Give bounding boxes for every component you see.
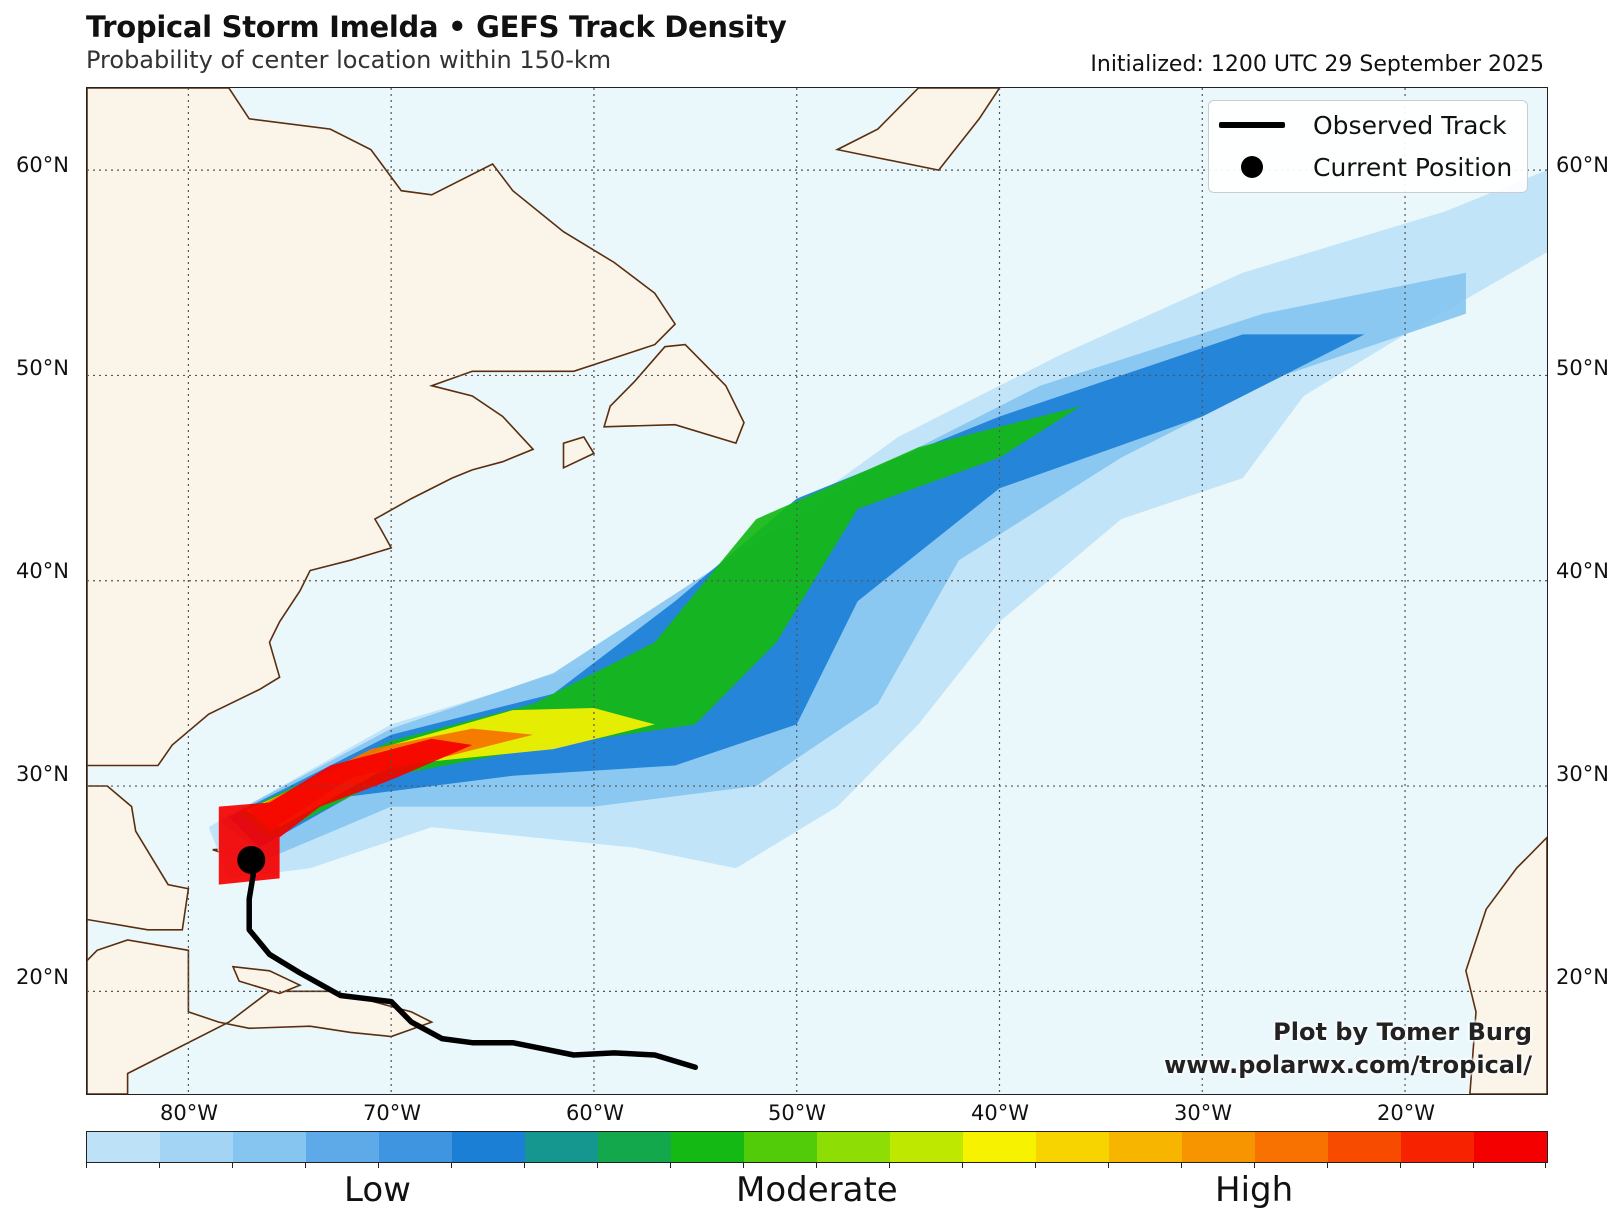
- land-polygon-0: [87, 88, 677, 1094]
- colorbar-swatch: [306, 1132, 379, 1162]
- lat-label-50-left: 50°N: [16, 356, 69, 380]
- colorbar-swatch: [1474, 1132, 1547, 1162]
- credit-author: Plot by Tomer Burg: [1273, 1018, 1532, 1046]
- colorbar-swatch: [160, 1132, 233, 1162]
- colorbar-swatch: [963, 1132, 1036, 1162]
- land-polygon-3: [834, 88, 1001, 171]
- map-canvas[interactable]: [87, 88, 1547, 1094]
- colorbar-swatch: [87, 1132, 160, 1162]
- colorbar-label-low: Low: [344, 1170, 411, 1210]
- lat-label-50-right: 50°N: [1556, 356, 1609, 380]
- legend-current-position-label: Current Position: [1313, 152, 1513, 182]
- lon-label-80w: 80°W: [160, 1101, 218, 1125]
- colorbar-swatch: [817, 1132, 890, 1162]
- land-polygon-2: [603, 343, 745, 445]
- colorbar-swatch: [1109, 1132, 1182, 1162]
- lat-label-60-left: 60°N: [16, 153, 69, 177]
- colorbar-swatch: [890, 1132, 963, 1162]
- map-legend: Observed Track Current Position: [1208, 100, 1528, 193]
- colorbar-swatch: [233, 1132, 306, 1162]
- colorbar-swatch: [744, 1132, 817, 1162]
- colorbar-label-moderate: Moderate: [736, 1170, 898, 1210]
- land-polygon-1: [562, 436, 596, 470]
- colorbar-swatch: [1182, 1132, 1255, 1162]
- legend-observed-track-label: Observed Track: [1313, 110, 1507, 140]
- lat-label-40-left: 40°N: [16, 559, 69, 583]
- colorbar-swatch: [671, 1132, 744, 1162]
- lat-label-20-right: 20°N: [1556, 965, 1609, 989]
- colorbar-ticks: [86, 1162, 1546, 1168]
- track-line-icon: [1219, 122, 1285, 128]
- density-plume-4: [245, 708, 655, 828]
- land-polygon-5: [231, 965, 302, 995]
- lon-label-40w: 40°W: [971, 1101, 1029, 1125]
- legend-current-position: Current Position: [1219, 150, 1512, 184]
- lat-label-20-left: 20°N: [16, 965, 69, 989]
- colorbar-swatch: [1255, 1132, 1328, 1162]
- lat-label-30-left: 30°N: [16, 762, 69, 786]
- page-subtitle: Probability of center location within 15…: [86, 46, 612, 74]
- map-panel[interactable]: [86, 87, 1548, 1095]
- colorbar-swatch: [1036, 1132, 1109, 1162]
- current-position-marker: [237, 845, 266, 874]
- track-density-layer: [208, 170, 1547, 885]
- current-position-icon: [1241, 156, 1263, 178]
- colorbar-label-high: High: [1215, 1170, 1294, 1210]
- legend-observed-track: Observed Track: [1219, 108, 1507, 142]
- lat-label-60-right: 60°N: [1556, 153, 1609, 177]
- lon-label-70w: 70°W: [363, 1101, 421, 1125]
- page-title: Tropical Storm Imelda • GEFS Track Densi…: [86, 10, 787, 44]
- colorbar-swatch: [525, 1132, 598, 1162]
- lon-label-30w: 30°W: [1174, 1101, 1232, 1125]
- initialized-time: Initialized: 1200 UTC 29 September 2025: [1090, 52, 1544, 77]
- colorbar-swatch: [1328, 1132, 1401, 1162]
- observed-track: [237, 845, 699, 1071]
- colorbar-swatch: [1401, 1132, 1474, 1162]
- colorbar-swatch: [452, 1132, 525, 1162]
- observed-track-line: [246, 857, 699, 1071]
- lon-label-60w: 60°W: [566, 1101, 624, 1125]
- land-polygon-4: [1465, 836, 1547, 1094]
- lon-label-50w: 50°W: [768, 1101, 826, 1125]
- lat-label-40-right: 40°N: [1556, 559, 1609, 583]
- credit-url[interactable]: www.polarwx.com/tropical/: [1164, 1051, 1532, 1079]
- lat-label-30-right: 30°N: [1556, 762, 1609, 786]
- colorbar-swatch: [598, 1132, 671, 1162]
- colorbar-swatch: [379, 1132, 452, 1162]
- colorbar: [86, 1131, 1548, 1163]
- lon-label-20w: 20°W: [1377, 1101, 1435, 1125]
